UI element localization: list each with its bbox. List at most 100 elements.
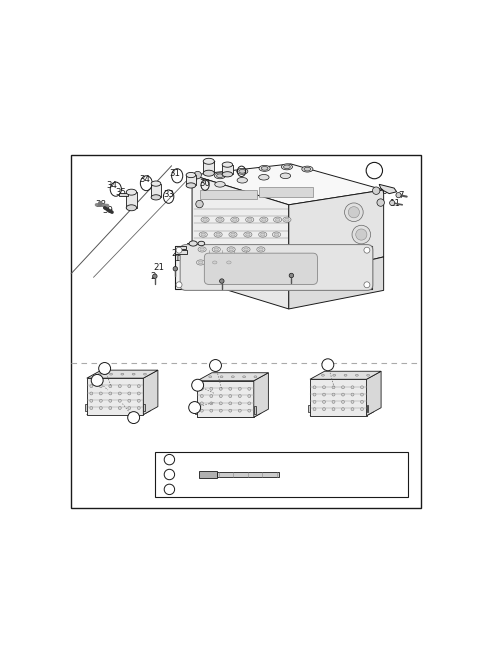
- Circle shape: [128, 392, 131, 395]
- Ellipse shape: [242, 247, 250, 252]
- Ellipse shape: [283, 217, 291, 222]
- Circle shape: [229, 409, 232, 412]
- Text: 31: 31: [170, 169, 181, 178]
- Ellipse shape: [304, 167, 311, 171]
- Ellipse shape: [281, 164, 292, 170]
- Ellipse shape: [243, 376, 246, 378]
- Polygon shape: [195, 406, 197, 413]
- Text: 32: 32: [150, 186, 161, 195]
- Circle shape: [219, 387, 222, 390]
- Circle shape: [99, 392, 102, 395]
- Circle shape: [356, 229, 367, 240]
- Text: 37: 37: [286, 269, 297, 278]
- Ellipse shape: [273, 232, 281, 237]
- Circle shape: [128, 400, 131, 402]
- Text: 28: 28: [224, 166, 235, 174]
- Ellipse shape: [126, 189, 137, 195]
- Circle shape: [239, 402, 241, 405]
- Circle shape: [348, 207, 360, 218]
- Circle shape: [342, 400, 345, 403]
- Circle shape: [360, 400, 363, 403]
- Text: L: L: [245, 460, 250, 468]
- Text: 30: 30: [200, 179, 211, 188]
- Ellipse shape: [151, 195, 161, 200]
- Circle shape: [137, 400, 140, 402]
- Text: 2: 2: [372, 166, 377, 175]
- Polygon shape: [198, 249, 257, 270]
- Text: c: c: [325, 360, 330, 369]
- Ellipse shape: [209, 376, 212, 378]
- Circle shape: [352, 225, 371, 244]
- Text: 35: 35: [115, 188, 126, 197]
- Ellipse shape: [302, 166, 313, 172]
- Ellipse shape: [186, 183, 196, 188]
- Polygon shape: [310, 379, 367, 416]
- Ellipse shape: [213, 261, 217, 264]
- Bar: [155, 452, 408, 497]
- Ellipse shape: [215, 182, 225, 187]
- Ellipse shape: [260, 217, 268, 222]
- Ellipse shape: [200, 248, 204, 251]
- Ellipse shape: [284, 165, 290, 169]
- Circle shape: [360, 386, 363, 389]
- Text: 13: 13: [185, 243, 196, 252]
- Ellipse shape: [244, 232, 252, 237]
- Circle shape: [342, 386, 345, 389]
- Ellipse shape: [201, 217, 209, 222]
- Text: c: c: [167, 485, 172, 494]
- Text: 34: 34: [139, 175, 150, 184]
- Circle shape: [200, 387, 203, 390]
- Circle shape: [119, 384, 121, 388]
- Circle shape: [332, 386, 335, 389]
- Circle shape: [229, 395, 232, 398]
- Ellipse shape: [259, 248, 263, 251]
- Circle shape: [176, 282, 182, 288]
- Ellipse shape: [246, 233, 250, 236]
- Circle shape: [322, 359, 334, 371]
- Polygon shape: [367, 405, 368, 412]
- Circle shape: [248, 395, 251, 398]
- Ellipse shape: [259, 165, 270, 171]
- Text: b: b: [192, 403, 197, 412]
- Text: 33: 33: [164, 190, 175, 199]
- Ellipse shape: [259, 174, 269, 180]
- Text: a: a: [131, 413, 136, 422]
- Ellipse shape: [203, 158, 215, 164]
- Circle shape: [351, 393, 354, 396]
- Circle shape: [229, 402, 232, 405]
- Circle shape: [90, 384, 93, 388]
- Circle shape: [323, 407, 325, 411]
- Polygon shape: [289, 190, 384, 279]
- Polygon shape: [259, 187, 313, 197]
- Circle shape: [109, 392, 112, 395]
- Circle shape: [137, 407, 140, 409]
- Polygon shape: [85, 403, 87, 411]
- Circle shape: [396, 192, 401, 197]
- Ellipse shape: [199, 232, 207, 237]
- Text: 29: 29: [188, 175, 199, 184]
- Circle shape: [176, 247, 182, 253]
- Text: 39: 39: [102, 205, 113, 215]
- Circle shape: [210, 402, 213, 405]
- Text: L = 20MM: L = 20MM: [345, 455, 387, 464]
- Polygon shape: [144, 370, 158, 415]
- Bar: [126, 192, 137, 208]
- Ellipse shape: [254, 376, 257, 378]
- Text: 21: 21: [153, 263, 164, 272]
- Text: 7: 7: [399, 191, 404, 200]
- Polygon shape: [367, 371, 381, 416]
- Circle shape: [153, 274, 157, 278]
- Ellipse shape: [237, 169, 248, 174]
- Text: 9: 9: [306, 455, 312, 464]
- Polygon shape: [192, 164, 384, 205]
- Circle shape: [351, 407, 354, 411]
- Ellipse shape: [231, 233, 235, 236]
- Text: 5: 5: [306, 485, 312, 494]
- Circle shape: [229, 387, 232, 390]
- Ellipse shape: [229, 232, 237, 237]
- Ellipse shape: [216, 174, 223, 178]
- Ellipse shape: [220, 376, 223, 378]
- Ellipse shape: [212, 247, 220, 252]
- Circle shape: [289, 274, 294, 277]
- Polygon shape: [144, 403, 145, 411]
